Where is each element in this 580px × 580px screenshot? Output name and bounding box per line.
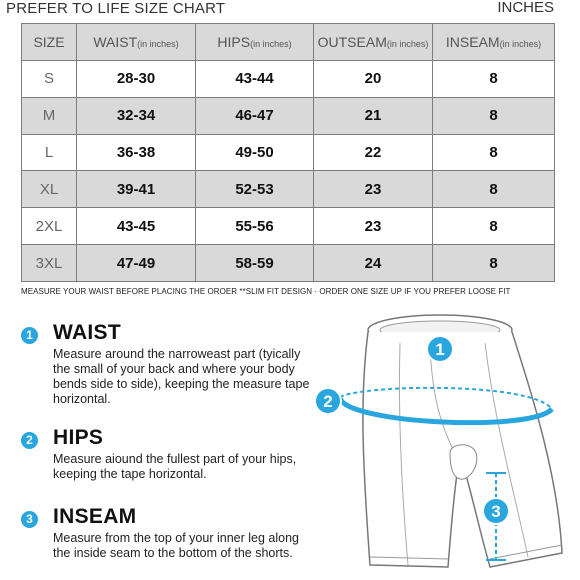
step-description-waist: Measure around the narroweast part (tyic… [53, 347, 310, 406]
step-description-inseam: Measure from the top of your inner leg a… [53, 531, 299, 560]
outseam-cell: 21 [313, 96, 433, 135]
inseam-cell: 8 [432, 207, 555, 246]
outseam-cell: 24 [313, 244, 433, 282]
hips-cell: 58-59 [195, 244, 314, 282]
table-row: L 36-38 49-50 22 8 [21, 133, 555, 172]
shorts-diagram: 1 2 3 [314, 314, 563, 568]
inseam-cell: 8 [432, 244, 555, 282]
svg-text:3: 3 [491, 502, 500, 521]
diagram-marker-waist: 1 [426, 335, 454, 363]
size-cell: 2XL [21, 207, 77, 246]
table-row: 2XL 43-45 55-56 23 8 [21, 207, 555, 246]
step-description-hips: Measure aiound the fullest part of your … [53, 452, 297, 481]
hips-cell: 43-44 [195, 60, 314, 98]
table-header-row: SIZE WAIST(in inches) HIPS(in inches) OU… [21, 23, 555, 61]
size-cell: XL [21, 170, 77, 209]
hip-measure-tape [337, 396, 554, 426]
outseam-cell: 20 [313, 60, 433, 98]
diagram-marker-hips: 2 [314, 387, 342, 415]
waist-cell: 32-34 [76, 96, 196, 135]
waist-cell: 47-49 [76, 244, 196, 282]
waist-cell: 39-41 [76, 170, 196, 209]
step-title-inseam: INSEAM [53, 505, 137, 528]
step-title-waist: WAIST [53, 321, 121, 344]
hip-measure-tape-back [339, 386, 553, 410]
table-row: M 32-34 46-47 21 8 [21, 96, 555, 135]
size-cell: M [21, 96, 77, 135]
panel-seam-right [484, 342, 529, 558]
column-header-hips: HIPS(in inches) [195, 23, 314, 61]
table-row: XL 39-41 52-53 23 8 [21, 170, 555, 209]
outseam-cell: 23 [313, 170, 433, 209]
inseam-cell: 8 [432, 96, 555, 135]
table-row: 3XL 47-49 58-59 24 8 [21, 244, 555, 282]
panel-seam-left [398, 342, 409, 566]
inseam-cell: 8 [432, 133, 555, 172]
hem-right [489, 544, 563, 560]
step-number-badge: 3 [21, 511, 38, 528]
hips-cell: 52-53 [195, 170, 314, 209]
hips-cell: 55-56 [195, 207, 314, 246]
step-number-badge: 1 [21, 327, 38, 344]
hem-left [369, 556, 449, 560]
unit-label: INCHES [497, 0, 554, 16]
table-row: S 28-30 43-44 20 8 [21, 60, 555, 98]
hips-cell: 49-50 [195, 133, 314, 172]
outseam-cell: 23 [313, 207, 433, 246]
step-number-badge: 2 [21, 432, 38, 449]
waist-cell: 36-38 [76, 133, 196, 172]
chamois-pad [449, 444, 478, 480]
column-header-outseam: OUTSEAM(in inches) [313, 23, 433, 61]
size-table: SIZE WAIST(in inches) HIPS(in inches) OU… [21, 23, 555, 282]
inseam-cell: 8 [432, 170, 555, 209]
diagram-marker-inseam: 3 [482, 497, 510, 525]
chart-title: PREFER TO LIFE SIZE CHART [6, 0, 226, 17]
inseam-cell: 8 [432, 60, 555, 98]
svg-text:2: 2 [323, 392, 332, 411]
hips-cell: 46-47 [195, 96, 314, 135]
svg-text:1: 1 [435, 340, 444, 359]
size-cell: L [21, 133, 77, 172]
panel-seam-center [429, 344, 457, 456]
column-header-inseam: INSEAM(in inches) [432, 23, 555, 61]
column-header-waist: WAIST(in inches) [76, 23, 196, 61]
outseam-cell: 22 [313, 133, 433, 172]
size-cell: S [21, 60, 77, 98]
waist-cell: 28-30 [76, 60, 196, 98]
step-title-hips: HIPS [53, 426, 104, 449]
size-cell: 3XL [21, 244, 77, 282]
column-header-size: SIZE [21, 23, 77, 61]
waist-cell: 43-45 [76, 207, 196, 246]
fit-note: MEASURE YOUR WAIST BEFORE PLACING THE OR… [21, 287, 511, 296]
